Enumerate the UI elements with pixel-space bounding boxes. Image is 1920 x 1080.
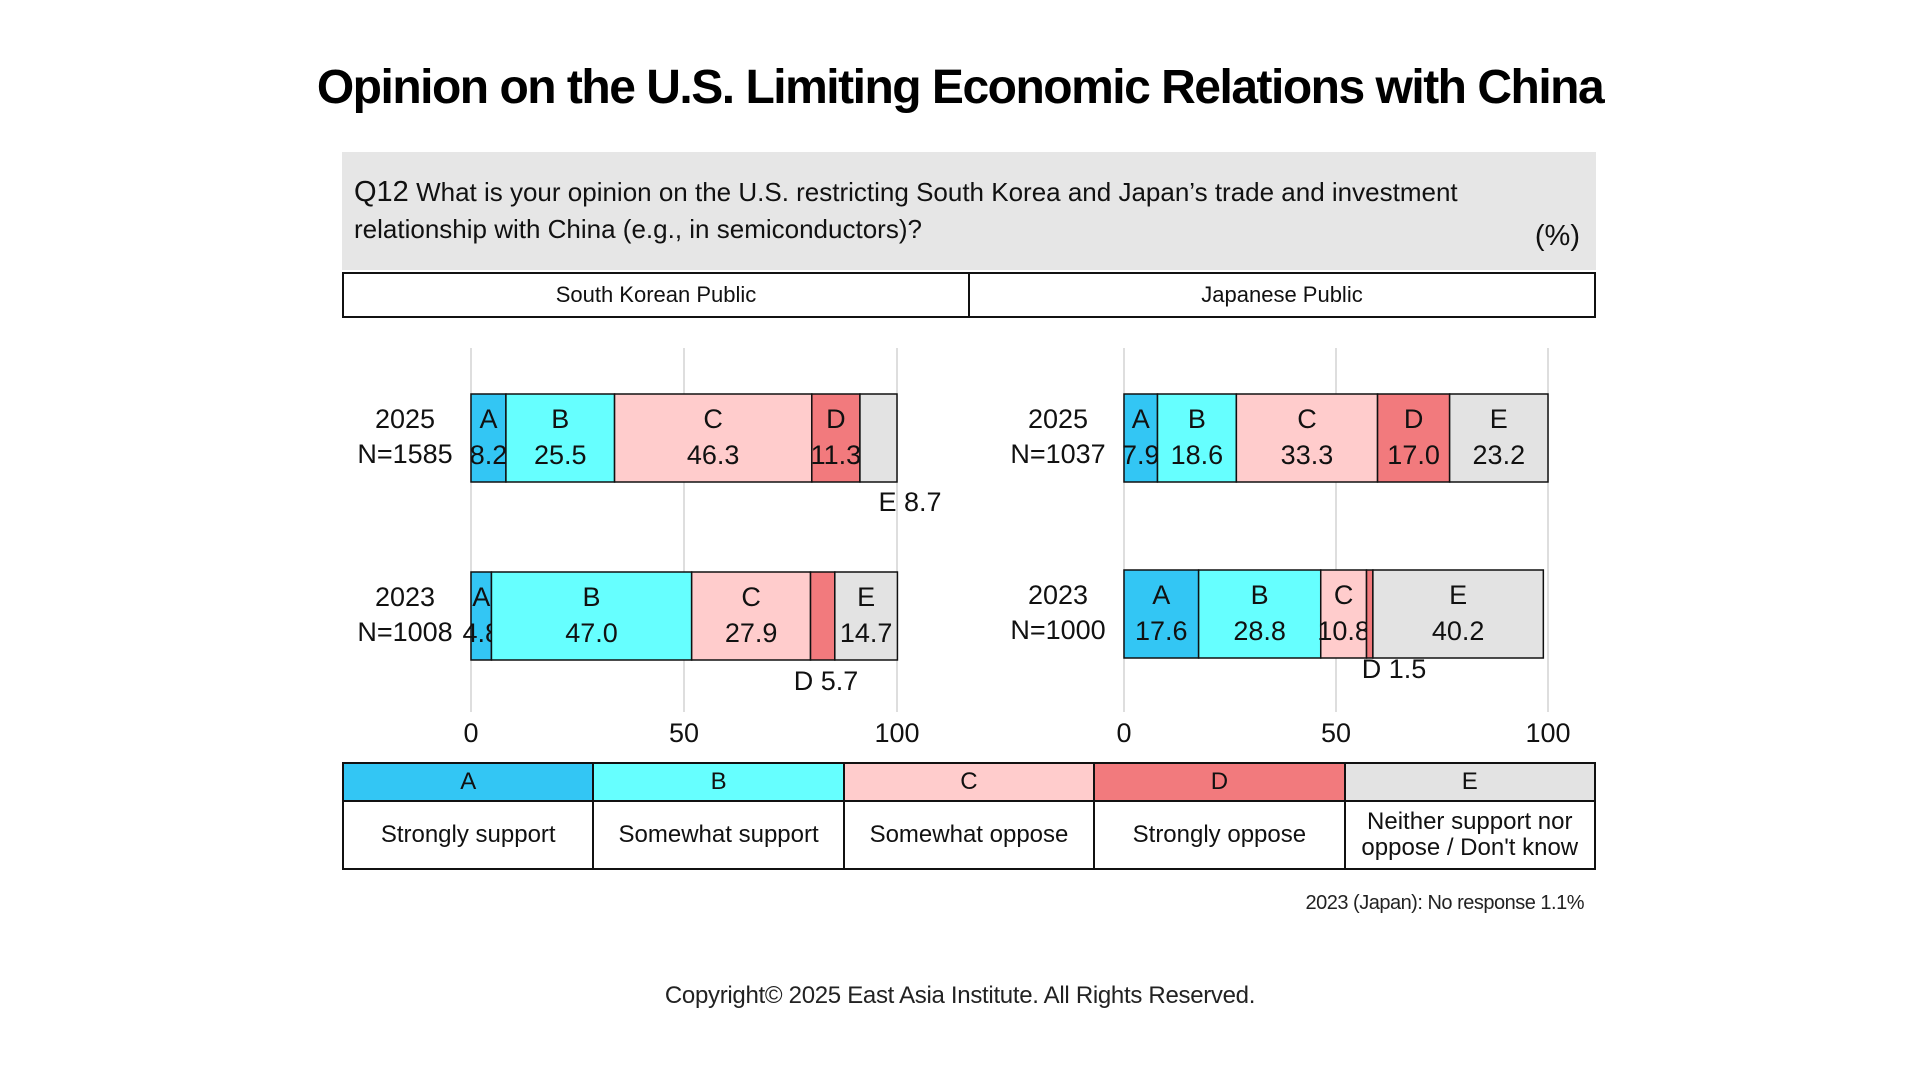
japan-segment-key-a: A: [1152, 580, 1170, 610]
korea-row-n: N=1585: [357, 439, 452, 469]
copyright: Copyright© 2025 East Asia Institute. All…: [664, 982, 1256, 1009]
korea-segment-key-c: C: [741, 582, 761, 612]
legend-label-a: Strongly support: [341, 800, 595, 870]
korea-data-label-b: 25.5: [534, 440, 587, 470]
japan-tick-label: 0: [1116, 718, 1131, 748]
korea-bar-segment-e: [834, 571, 899, 661]
korea-row-n: N=1008: [357, 617, 452, 647]
japan-bar-segment-b: [1197, 569, 1322, 659]
korea-segment-key-b: B: [583, 582, 601, 612]
korea-data-label-b: 47.0: [565, 618, 618, 648]
korea-tick-label: 100: [874, 718, 919, 748]
legend-label-e: Neither support nor oppose / Don't know: [1343, 800, 1597, 870]
korea-tick-label: 0: [463, 718, 478, 748]
korea-bar-segment-a: [470, 393, 507, 483]
japan-segment-key-a: A: [1132, 404, 1150, 434]
legend-key-b: B: [592, 762, 845, 802]
legend-key-row: A B C D E: [341, 762, 1597, 802]
japan-data-label-c: 10.8: [1317, 616, 1370, 646]
footnote: 2023 (Japan): No response 1.1%: [1305, 892, 1584, 914]
japan-data-label-a: 17.6: [1135, 616, 1188, 646]
japan-bar-segment-c: [1235, 393, 1379, 483]
legend-table: A B C D E Strongly support Somewhat supp…: [341, 762, 1597, 870]
japan-bar-segment-d: [1376, 393, 1451, 483]
japan-bar-segment-a: [1123, 393, 1159, 483]
japan-data-label-b: 18.6: [1171, 440, 1224, 470]
question-text: What is your opinion on the U.S. restric…: [354, 177, 1458, 244]
korea-data-label-e: 14.7: [840, 618, 893, 648]
japan-segment-key-c: C: [1297, 404, 1317, 434]
chart-title: Opinion on the U.S. Limiting Economic Re…: [316, 61, 1605, 114]
legend-label-c: Somewhat oppose: [842, 800, 1096, 870]
korea-data-label-c: 27.9: [725, 618, 778, 648]
japan-data-label-b: 28.8: [1233, 616, 1286, 646]
japan-data-label-e: 23.2: [1473, 440, 1526, 470]
korea-segment-key-a: A: [472, 582, 490, 612]
japan-outside-label-d: D 1.5: [1362, 654, 1427, 684]
korea-bar-segment-c: [690, 571, 812, 661]
korea-row-year: 2023: [375, 582, 435, 612]
legend-key-c: C: [842, 762, 1096, 802]
korea-segment-key-b: B: [551, 404, 569, 434]
question-box: Q12 What is your opinion on the U.S. res…: [342, 152, 1596, 270]
legend-label-b: Somewhat support: [592, 800, 845, 870]
korea-row-year: 2025: [375, 404, 435, 434]
legend-key-a: A: [341, 762, 595, 802]
korea-segment-key-c: C: [703, 404, 723, 434]
japan-bar-segment-e: [1448, 393, 1549, 483]
unit-label: (%): [1534, 220, 1580, 252]
japan-bar-segment-e: [1372, 569, 1545, 659]
korea-data-label-a: 8.2: [470, 440, 508, 470]
japan-bar-segment-b: [1156, 393, 1238, 483]
stacked-bar-chart: 0 50 100 2025 N=1585 A 8.2 B 25.5 C 46.3 D 11.3 E 8.7…: [357, 348, 1571, 748]
korea-outside-label-d: D 5.7: [794, 666, 859, 696]
japan-segment-key-d: D: [1404, 404, 1424, 434]
legend-label-d: Strongly oppose: [1093, 800, 1346, 870]
japan-segment-key-e: E: [1449, 580, 1467, 610]
group-header-japan: Japanese Public: [968, 274, 1594, 316]
japan-bar-segment-d: [1365, 569, 1374, 659]
japan-tick-label: 50: [1321, 718, 1351, 748]
japan-data-label-c: 33.3: [1281, 440, 1334, 470]
korea-bar-segment-b: [490, 571, 693, 661]
korea-segment-key-a: A: [479, 404, 497, 434]
korea-segment-key-d: D: [826, 404, 846, 434]
korea-bar-segment-d: [811, 393, 861, 483]
japan-tick-label: 100: [1525, 718, 1570, 748]
japan-row-n: N=1000: [1010, 615, 1105, 645]
korea-bar-segment-d: [809, 571, 836, 661]
japan-segment-key-c: C: [1334, 580, 1354, 610]
legend-key-e: E: [1343, 762, 1597, 802]
japan-segment-key-b: B: [1188, 404, 1206, 434]
korea-bar-segment-e: [859, 393, 898, 483]
japan-data-label-a: 7.9: [1122, 440, 1160, 470]
korea-outside-label-e: E 8.7: [878, 487, 941, 517]
korea-data-label-d: 11.3: [811, 440, 862, 470]
japan-bar-segment-a: [1123, 569, 1200, 659]
group-header: South Korean Public Japanese Public: [342, 272, 1596, 318]
japan-row-year: 2023: [1028, 580, 1088, 610]
japan-row-year: 2025: [1028, 404, 1088, 434]
japan-row-n: N=1037: [1010, 439, 1105, 469]
question-number: Q12: [354, 176, 409, 208]
japan-segment-key-e: E: [1490, 404, 1508, 434]
korea-tick-label: 50: [669, 718, 699, 748]
japan-segment-key-b: B: [1251, 580, 1269, 610]
legend-key-d: D: [1093, 762, 1346, 802]
korea-data-label-c: 46.3: [687, 440, 740, 470]
japan-bar-segment-c: [1319, 569, 1368, 659]
group-header-korea: South Korean Public: [555, 282, 757, 307]
legend-label-row: Strongly support Somewhat support Somewh…: [341, 800, 1597, 870]
japan-data-label-e: 40.2: [1432, 616, 1485, 646]
japan-data-label-d: 17.0: [1387, 440, 1440, 470]
korea-segment-key-e: E: [857, 582, 875, 612]
